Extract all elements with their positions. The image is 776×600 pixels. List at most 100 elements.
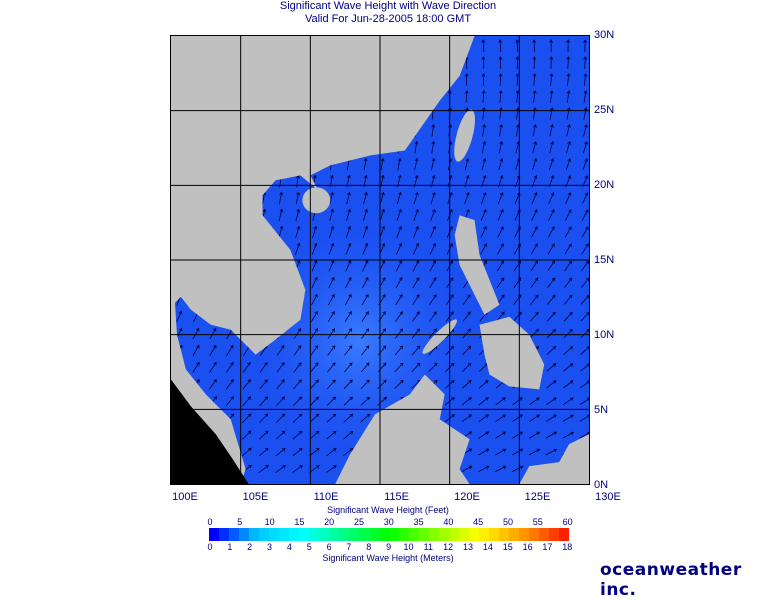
wave-arrow bbox=[461, 465, 473, 473]
wave-arrow bbox=[494, 465, 507, 473]
wave-arrow bbox=[328, 259, 335, 272]
color-swatch bbox=[279, 528, 289, 541]
wave-arrow bbox=[480, 226, 487, 238]
feet-tick: 40 bbox=[443, 517, 454, 527]
meter-tick: 2 bbox=[247, 542, 253, 552]
meter-tick: 1 bbox=[227, 542, 233, 552]
wave-arrow bbox=[498, 56, 503, 69]
wave-arrow bbox=[225, 379, 234, 390]
wave-arrow bbox=[546, 363, 557, 372]
wave-arrow bbox=[478, 414, 490, 423]
wave-arrow bbox=[582, 192, 589, 204]
wave-arrow bbox=[292, 430, 303, 440]
wave-arrow bbox=[429, 242, 437, 255]
wave-arrow bbox=[581, 260, 589, 272]
meter-tick: 7 bbox=[346, 542, 352, 552]
wave-arrow bbox=[532, 39, 537, 52]
wave-arrow bbox=[511, 465, 524, 473]
wave-arrow bbox=[328, 276, 335, 289]
wave-arrow bbox=[377, 379, 387, 389]
lon-label: 100E bbox=[172, 491, 198, 503]
wave-arrow bbox=[462, 345, 472, 356]
wave-arrow bbox=[360, 379, 370, 390]
wave-arrow bbox=[547, 243, 555, 255]
wave-arrow bbox=[548, 158, 555, 171]
wave-arrow bbox=[309, 396, 319, 406]
wave-arrow bbox=[531, 209, 538, 221]
wave-arrow bbox=[242, 430, 252, 440]
wave-arrow bbox=[293, 362, 302, 373]
wave-arrow bbox=[548, 209, 555, 221]
wave-arrow bbox=[495, 448, 507, 456]
wave-arrow bbox=[326, 379, 336, 390]
wave-arrow bbox=[531, 226, 538, 238]
wave-arrow bbox=[581, 209, 589, 221]
wave-arrow bbox=[326, 413, 337, 423]
color-swatch bbox=[339, 528, 349, 541]
wave-arrow bbox=[549, 56, 554, 69]
wave-arrow bbox=[565, 192, 572, 204]
wave-arrow bbox=[259, 413, 269, 423]
color-swatch bbox=[249, 528, 259, 541]
wave-arrow bbox=[362, 259, 369, 272]
wave-arrow bbox=[326, 465, 337, 473]
wave-arrow bbox=[343, 362, 353, 373]
wave-arrow bbox=[413, 208, 419, 221]
wave-arrow bbox=[395, 311, 403, 322]
lon-label: 125E bbox=[524, 491, 551, 503]
wave-arrow bbox=[496, 277, 505, 289]
meter-tick: 10 bbox=[403, 542, 414, 552]
wave-arrow bbox=[563, 328, 573, 339]
wave-arrow bbox=[532, 90, 537, 103]
color-swatch bbox=[549, 528, 559, 541]
wave-arrow bbox=[429, 277, 437, 289]
feet-tick: 35 bbox=[413, 517, 424, 527]
feet-tick: 5 bbox=[237, 517, 243, 527]
wave-map bbox=[170, 35, 592, 485]
wave-arrow bbox=[429, 294, 437, 306]
color-swatch bbox=[379, 528, 389, 541]
land-palawan bbox=[422, 319, 457, 354]
wave-arrow bbox=[258, 430, 269, 440]
wave-arrow bbox=[478, 380, 489, 389]
wave-arrow bbox=[225, 361, 234, 373]
wave-arrow bbox=[431, 123, 436, 137]
wave-arrow bbox=[327, 328, 336, 339]
wave-arrow bbox=[413, 225, 419, 238]
wave-arrow bbox=[395, 277, 403, 289]
wave-arrow bbox=[478, 448, 490, 456]
color-swatch bbox=[499, 528, 509, 541]
wave-arrow bbox=[326, 430, 337, 440]
wave-arrow bbox=[481, 56, 486, 69]
wave-arrow bbox=[429, 260, 437, 272]
wave-arrow bbox=[428, 362, 438, 373]
wave-arrow bbox=[545, 431, 558, 439]
wave-arrow bbox=[564, 260, 572, 272]
wave-arrow bbox=[549, 107, 554, 120]
feet-tick: 45 bbox=[473, 517, 484, 527]
feet-tick: 25 bbox=[353, 517, 365, 527]
wave-arrow bbox=[258, 464, 269, 474]
wave-arrow bbox=[295, 225, 301, 238]
wave-arrow bbox=[327, 293, 335, 306]
wave-arrow bbox=[497, 226, 504, 238]
wave-arrow bbox=[532, 123, 537, 137]
wave-arrow bbox=[565, 209, 572, 221]
wave-arrow bbox=[566, 107, 571, 120]
wave-arrow bbox=[548, 192, 555, 204]
wave-arrow bbox=[481, 191, 487, 205]
color-swatch bbox=[469, 528, 479, 541]
wave-arrow bbox=[563, 311, 573, 322]
land-luzon bbox=[454, 215, 500, 315]
wave-arrow bbox=[512, 431, 524, 439]
wave-arrow bbox=[529, 414, 540, 422]
wave-arrow bbox=[499, 106, 503, 120]
wave-arrow bbox=[562, 414, 574, 422]
land-asia-mainland bbox=[171, 36, 475, 484]
wave-arrow bbox=[582, 158, 589, 171]
wave-arrow bbox=[192, 361, 200, 373]
wave-arrow bbox=[278, 191, 283, 205]
wave-arrow bbox=[310, 379, 319, 390]
color-swatch bbox=[299, 528, 309, 541]
feet-tick: 20 bbox=[324, 517, 335, 527]
